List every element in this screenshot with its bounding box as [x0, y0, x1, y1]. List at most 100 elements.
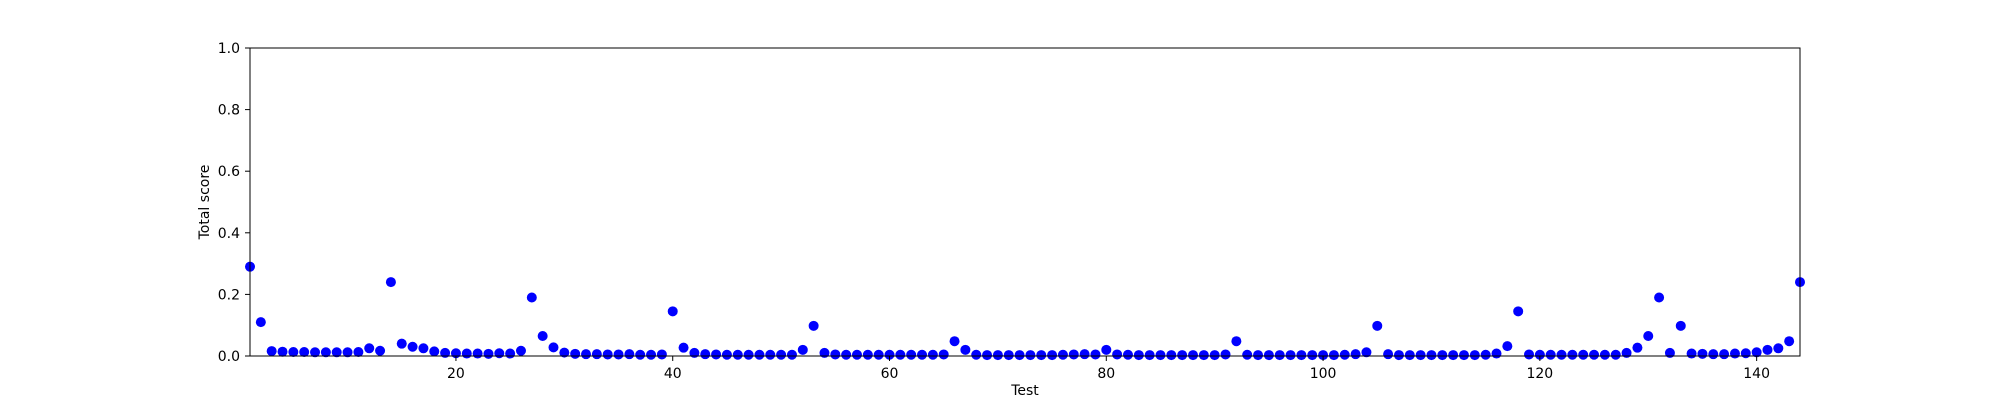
data-point [1328, 350, 1339, 361]
data-point [1231, 336, 1242, 347]
data-point [841, 349, 852, 360]
data-point [1112, 349, 1123, 360]
data-point [1209, 350, 1220, 361]
data-point [1404, 350, 1415, 361]
data-point [646, 349, 657, 360]
data-point [1307, 350, 1318, 361]
data-point [678, 342, 689, 353]
data-point [1068, 349, 1079, 360]
y-tick-label: 0.2 [218, 287, 240, 303]
data-point [559, 347, 570, 358]
data-point [1426, 350, 1437, 361]
data-point [342, 347, 353, 358]
data-point [1274, 350, 1285, 361]
data-point [515, 345, 526, 356]
data-point [526, 292, 537, 303]
data-point [353, 346, 364, 357]
data-point [418, 343, 429, 354]
data-point [808, 320, 819, 331]
data-point [1014, 350, 1025, 361]
data-point [743, 349, 754, 360]
data-point [1339, 349, 1350, 360]
data-point [1318, 350, 1329, 361]
data-point [1599, 349, 1610, 360]
data-point [1567, 349, 1578, 360]
data-point [396, 338, 407, 349]
data-point [938, 349, 949, 360]
data-point [1480, 349, 1491, 360]
data-point [1079, 349, 1090, 360]
data-point [613, 349, 624, 360]
x-tick-label: 40 [664, 366, 682, 382]
data-point [830, 349, 841, 360]
data-point [1578, 349, 1589, 360]
y-tick-label: 0.0 [218, 349, 240, 365]
data-point [971, 349, 982, 360]
data-point [917, 349, 928, 360]
data-point [602, 349, 613, 360]
data-point [1643, 330, 1654, 341]
data-point [570, 348, 581, 359]
data-point [1654, 292, 1665, 303]
data-point [1220, 349, 1231, 360]
data-point [1719, 349, 1730, 360]
y-axis: 0.0 0.2 0.4 0.6 0.8 1.0 [218, 41, 250, 365]
data-point [1036, 350, 1047, 361]
data-point [266, 346, 277, 357]
plot-frame [249, 47, 1801, 357]
data-point [1545, 349, 1556, 360]
y-tick-label: 0.6 [218, 164, 240, 180]
data-point [385, 277, 396, 288]
data-point [1729, 348, 1740, 359]
data-point [1415, 350, 1426, 361]
data-point [1621, 347, 1632, 358]
data-point [776, 349, 787, 360]
data-point [754, 349, 765, 360]
data-point [483, 348, 494, 359]
data-point [299, 346, 310, 357]
data-point [1524, 349, 1535, 360]
data-point [851, 349, 862, 360]
data-point [1296, 350, 1307, 361]
data-point [1751, 347, 1762, 358]
data-point [1242, 349, 1253, 360]
data-point [1253, 350, 1264, 361]
data-point [862, 349, 873, 360]
data-point [689, 347, 700, 358]
data-point [1458, 350, 1469, 361]
data-point [797, 344, 808, 355]
data-point [1198, 350, 1209, 361]
x-tick-label: 80 [1097, 366, 1115, 382]
data-point [906, 349, 917, 360]
data-point [1188, 350, 1199, 361]
y-tick-label: 1.0 [218, 41, 240, 57]
data-point [310, 347, 321, 358]
data-point [255, 317, 266, 328]
data-point [1285, 350, 1296, 361]
data-point [992, 350, 1003, 361]
data-point [548, 342, 559, 353]
data-point [1556, 349, 1567, 360]
data-point [494, 348, 505, 359]
x-tick-label: 60 [881, 366, 899, 382]
data-point [1437, 350, 1448, 361]
data-point [711, 349, 722, 360]
data-point [1166, 350, 1177, 361]
x-tick-label: 140 [1743, 366, 1770, 382]
data-point [1610, 349, 1621, 360]
data-point [732, 349, 743, 360]
data-point [1534, 349, 1545, 360]
data-point [1383, 349, 1394, 360]
data-point [581, 349, 592, 360]
data-point [700, 349, 711, 360]
data-point [927, 349, 938, 360]
data-point [1632, 342, 1643, 353]
x-axis-label: Test [1010, 383, 1039, 399]
data-point [1686, 348, 1697, 359]
data-point [873, 349, 884, 360]
data-point [1263, 350, 1274, 361]
data-point [1133, 350, 1144, 361]
data-point [1448, 350, 1459, 361]
data-point [819, 347, 830, 358]
